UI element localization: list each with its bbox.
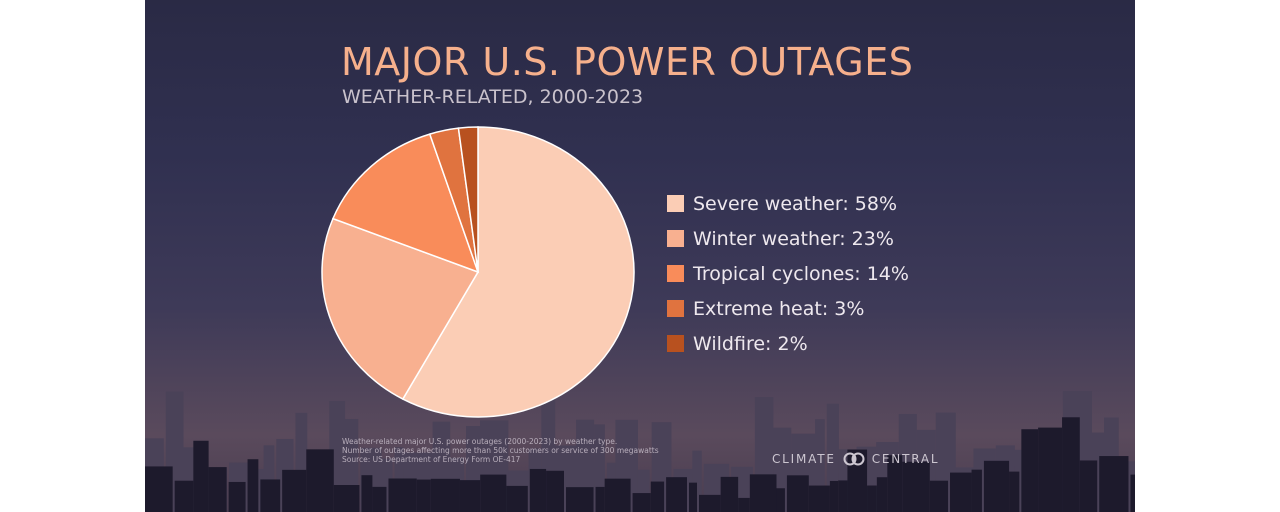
logo-text-left: CLIMATE [772,452,836,466]
skyline-building [632,493,651,512]
pie-slice [401,126,635,418]
pie-slice [457,126,479,273]
skyline-building [808,485,830,512]
skyline-building [595,486,605,512]
skyline-building [815,419,825,512]
skyline-building [565,487,594,512]
chart-subtitle: WEATHER-RELATED, 2000-2023 [342,86,644,108]
legend-item: Tropical cyclones: 14% [667,256,909,291]
skyline-building [1099,456,1129,512]
skyline-building [193,440,209,512]
skyline-building [430,478,460,512]
skyline-building [1038,427,1063,512]
skyline-building [829,480,839,512]
legend: Severe weather: 58% Winter weather: 23% … [667,186,909,361]
skyline-building [174,480,194,512]
skyline-building [867,485,877,512]
chart-title: MAJOR U.S. POWER OUTAGES [341,40,914,84]
skyline-building [228,481,246,512]
legend-label: Severe weather: 58% [693,192,898,215]
skyline-building [247,459,259,512]
skyline-building [208,467,227,512]
skyline-building [902,461,930,512]
skyline-building [1130,474,1135,512]
skyline-building [1021,429,1039,512]
footnote-line: Weather-related major U.S. power outages… [342,437,618,446]
skyline-building [776,488,785,512]
legend-swatch [667,300,684,317]
skyline-building [692,450,702,512]
skyline-building [506,485,528,512]
logo-rings-icon [843,452,865,466]
skyline-building [1062,417,1080,512]
skyline-building [416,479,431,512]
footnote-line: Source: US Department of Energy Form OE-… [342,455,521,464]
skyline-building [838,480,848,512]
skyline-building [295,412,308,512]
skyline-building [306,449,334,512]
legend-item: Wildfire: 2% [667,326,909,361]
skyline-building [887,455,903,512]
skyline-building [971,469,982,512]
skyline-building [604,478,631,512]
legend-label: Extreme heat: 3% [693,297,865,320]
skyline-building [381,458,393,512]
skyline-building [546,470,564,512]
skyline-building [786,475,809,512]
skyline-building [260,479,281,512]
pie-slice [321,217,480,401]
skyline-building [720,476,739,512]
footnote-line: Number of outages affecting more than 50… [342,446,659,455]
legend-item: Extreme heat: 3% [667,291,909,326]
footnotes: Weather-related major U.S. power outages… [342,437,659,464]
city-skyline [145,364,1135,512]
legend-swatch [667,195,684,212]
infographic-panel: MAJOR U.S. POWER OUTAGES WEATHER-RELATED… [145,0,1135,512]
skyline-building [361,475,373,512]
climate-central-logo: CLIMATE CENTRAL [772,452,939,466]
legend-swatch [667,265,684,282]
skyline-building [738,497,750,512]
skyline-building [263,445,275,512]
skyline-building [145,466,173,512]
legend-label: Wildfire: 2% [693,332,808,355]
skyline-building [929,480,949,512]
legend-label: Tropical cyclones: 14% [693,262,909,285]
skyline-building [699,494,721,512]
legend-item: Winter weather: 23% [667,221,909,256]
pie-chart [321,126,635,418]
skyline-building [372,486,387,512]
skyline-building [847,449,868,512]
skyline-building [459,480,481,512]
skyline-building [950,472,972,512]
skyline-building [876,477,888,512]
skyline-building [1014,449,1024,512]
legend-swatch [667,230,684,247]
legend-swatch [667,335,684,352]
logo-text-right: CENTRAL [871,452,940,466]
skyline-building [1009,471,1020,512]
skyline-building [689,482,698,512]
legend-label: Winter weather: 23% [693,227,894,250]
skyline-building [388,478,417,512]
skyline-building [594,424,605,512]
skyline-building [650,481,665,512]
skyline-building [333,485,360,512]
skyline-building [1079,460,1098,512]
skyline-building [637,469,650,512]
skyline-building [983,460,1010,512]
skyline-building [749,474,777,512]
legend-item: Severe weather: 58% [667,186,909,221]
skyline-building [529,468,547,512]
skyline-building [282,469,307,512]
skyline-building [666,477,688,512]
skyline-building [480,474,507,512]
